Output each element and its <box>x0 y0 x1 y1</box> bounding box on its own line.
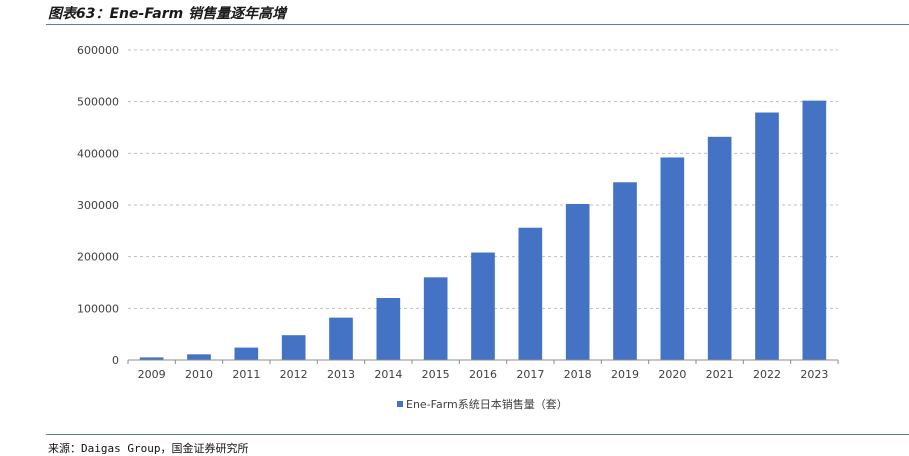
title-rule <box>46 24 909 25</box>
source-note: 来源：Daigas Group，国金证券研究所 <box>48 442 249 455</box>
bar-2022 <box>755 112 779 361</box>
x-tick-label: 2012 <box>280 368 308 381</box>
y-tick-label: 600000 <box>77 44 119 57</box>
y-tick-label: 500000 <box>77 96 119 109</box>
x-tick-label: 2023 <box>800 368 828 381</box>
legend-swatch <box>397 401 403 407</box>
x-tick-label: 2011 <box>232 368 260 381</box>
bar-2020 <box>660 157 685 360</box>
x-tick-label: 2009 <box>138 368 166 381</box>
bar-2021 <box>707 136 732 360</box>
y-tick-label: 300000 <box>77 199 119 212</box>
x-tick-label: 2016 <box>469 368 497 381</box>
x-tick-label: 2018 <box>564 368 592 381</box>
y-tick-label: 200000 <box>77 251 119 264</box>
bar-2018 <box>565 203 590 360</box>
x-tick-label: 2010 <box>185 368 213 381</box>
x-axis <box>127 359 839 364</box>
x-tick-label: 2019 <box>611 368 639 381</box>
x-tick-label: 2017 <box>516 368 544 381</box>
figure-title: 图表63：Ene-Farm 销售量逐年高增 <box>48 6 287 22</box>
bar-2019 <box>613 182 637 360</box>
x-tick-label: 2022 <box>753 368 781 381</box>
legend: Ene-Farm系统日本销售量（套） <box>397 397 568 411</box>
bar-2014 <box>376 298 401 360</box>
y-axis-ticks: 0 100000 200000 300000 400000 500000 600000 <box>77 44 119 367</box>
bar-2017 <box>518 227 543 360</box>
y-tick-label: 100000 <box>77 302 119 315</box>
x-tick-label: 2021 <box>706 368 734 381</box>
legend-label: Ene-Farm系统日本销售量（套） <box>406 397 568 411</box>
bar-2010 <box>187 354 211 360</box>
bar-2011 <box>234 347 259 360</box>
y-tick-label: 0 <box>112 354 119 367</box>
bar-2009 <box>139 357 164 360</box>
y-tick-label: 400000 <box>77 147 119 160</box>
x-tick-label: 2020 <box>658 368 686 381</box>
x-tick-label: 2015 <box>422 368 450 381</box>
bar-2015 <box>423 277 448 360</box>
bar-2012 <box>281 335 306 360</box>
bars <box>139 100 827 361</box>
x-axis-ticks: 2009 2010 2011 2012 2013 2014 2015 2016 2017 2018… <box>138 368 829 381</box>
bar-2016 <box>471 252 495 360</box>
x-tick-label: 2013 <box>327 368 355 381</box>
bar-2023 <box>802 100 827 360</box>
bar-2013 <box>329 317 353 360</box>
source-rule <box>46 434 909 435</box>
x-tick-label: 2014 <box>374 368 402 381</box>
